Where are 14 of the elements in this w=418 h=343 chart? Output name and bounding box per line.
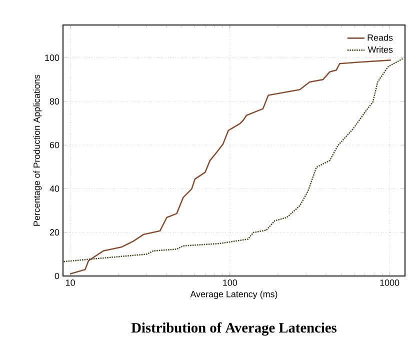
y-axis-title: Percentage of Production Applications: [33, 74, 42, 226]
x-tick-label: 1000: [380, 280, 400, 286]
y-tick-label: 0: [54, 272, 60, 280]
x-tick-label: 10: [66, 280, 75, 286]
legend-label: Reads: [368, 34, 393, 41]
x-axis-title: Average Latency (ms): [190, 290, 278, 300]
legend-label: Writes: [368, 46, 393, 53]
y-tick-label: 60: [50, 142, 60, 148]
y-tick-label: 40: [50, 186, 60, 192]
x-tick-label: 100: [223, 280, 238, 286]
y-tick-label: 80: [50, 98, 60, 105]
y-tick-label: 100: [45, 54, 60, 61]
text: Distribution of Average Latencies: [131, 322, 337, 336]
y-tick-label: 20: [50, 229, 60, 236]
